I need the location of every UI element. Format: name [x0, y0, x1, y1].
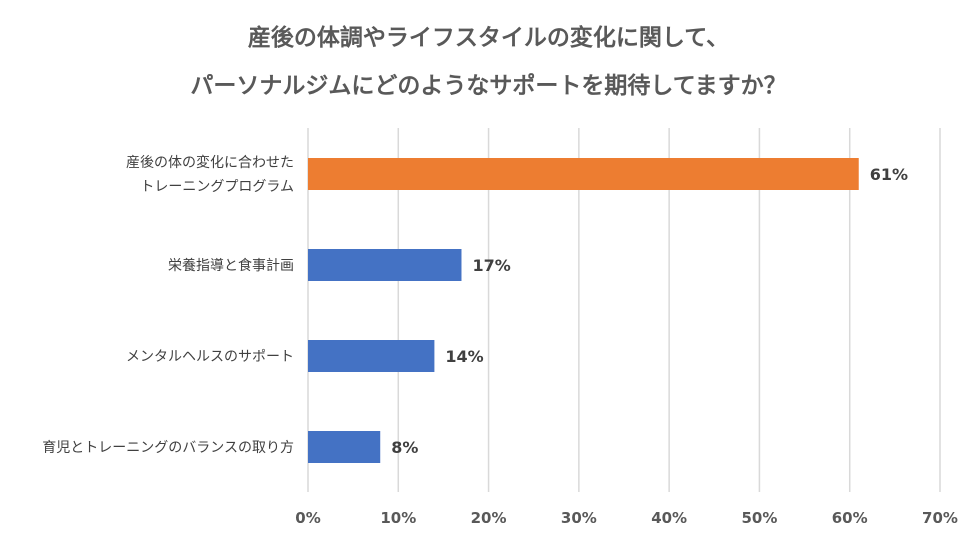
bar: [308, 158, 859, 190]
x-tick-label: 50%: [741, 509, 777, 527]
bar: [308, 249, 462, 281]
x-tick-label: 30%: [561, 509, 597, 527]
bar: [308, 340, 435, 372]
chart-title-line-1: 産後の体調やライフスタイルの変化に関して、: [247, 25, 730, 51]
value-label: 14%: [445, 347, 483, 366]
x-tick-label: 70%: [922, 509, 958, 527]
x-tick-label: 0%: [295, 509, 320, 527]
category-label: トレーニングプログラム: [140, 179, 294, 195]
x-tick-label: 10%: [380, 509, 416, 527]
chart-title-line-2: パーソナルジムにどのようなサポートを期待してますか？: [190, 73, 787, 99]
x-tick-label: 40%: [651, 509, 687, 527]
category-label: メンタルヘルスのサポート: [126, 349, 294, 365]
category-label: 育児とトレーニングのバランスの取り方: [42, 440, 294, 456]
category-label: 栄養指導と食事計画: [168, 257, 294, 274]
value-label: 8%: [391, 438, 418, 457]
x-tick-label: 60%: [832, 509, 868, 527]
value-label: 17%: [472, 256, 510, 275]
value-label: 61%: [870, 165, 908, 184]
x-tick-label: 20%: [471, 509, 507, 527]
category-label: 産後の体の変化に合わせた: [126, 154, 294, 171]
bar: [308, 431, 381, 463]
